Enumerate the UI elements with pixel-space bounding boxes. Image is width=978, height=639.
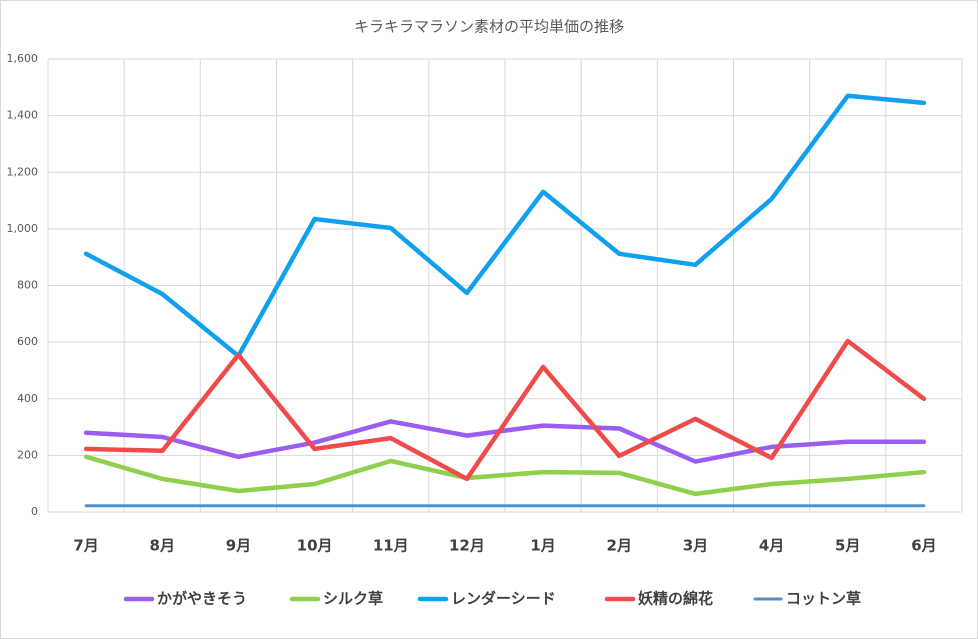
- series-line: [83, 93, 927, 359]
- legend-label: コットン草: [786, 590, 861, 608]
- y-tick-label: 1,400: [7, 109, 39, 122]
- x-tick-label: 2月: [607, 537, 632, 555]
- series-line: [83, 338, 927, 482]
- legend-label: シルク草: [323, 590, 383, 608]
- x-tick-label: 9月: [226, 537, 251, 555]
- x-tick-label: 4月: [759, 537, 784, 555]
- x-tick-label: 5月: [835, 537, 860, 555]
- x-tick-label: 7月: [73, 537, 98, 555]
- x-tick-label: 8月: [150, 537, 175, 555]
- y-tick-label: 200: [17, 448, 38, 461]
- x-tick-label: 6月: [911, 537, 936, 555]
- series-line: [83, 454, 927, 497]
- chart-title: キラキラマラソン素材の平均単価の推移: [354, 18, 624, 36]
- y-tick-label: 0: [31, 505, 38, 518]
- legend-label: かがやきそう: [157, 590, 247, 608]
- y-tick-label: 1,600: [7, 52, 39, 65]
- x-tick-label: 10月: [297, 537, 333, 555]
- y-tick-label: 600: [17, 335, 38, 348]
- y-tick-label: 1,200: [7, 165, 39, 178]
- legend-label: レンダーシード: [451, 590, 556, 608]
- legend-label: 妖精の綿花: [638, 590, 713, 608]
- x-tick-label: 11月: [373, 537, 409, 555]
- x-tick-label: 3月: [683, 537, 708, 555]
- series-line: [83, 419, 927, 464]
- x-tick-label: 12月: [449, 537, 485, 555]
- y-tick-label: 800: [17, 279, 38, 292]
- y-tick-label: 1,000: [7, 222, 39, 235]
- y-tick-label: 400: [17, 392, 38, 405]
- x-tick-label: 1月: [530, 537, 555, 555]
